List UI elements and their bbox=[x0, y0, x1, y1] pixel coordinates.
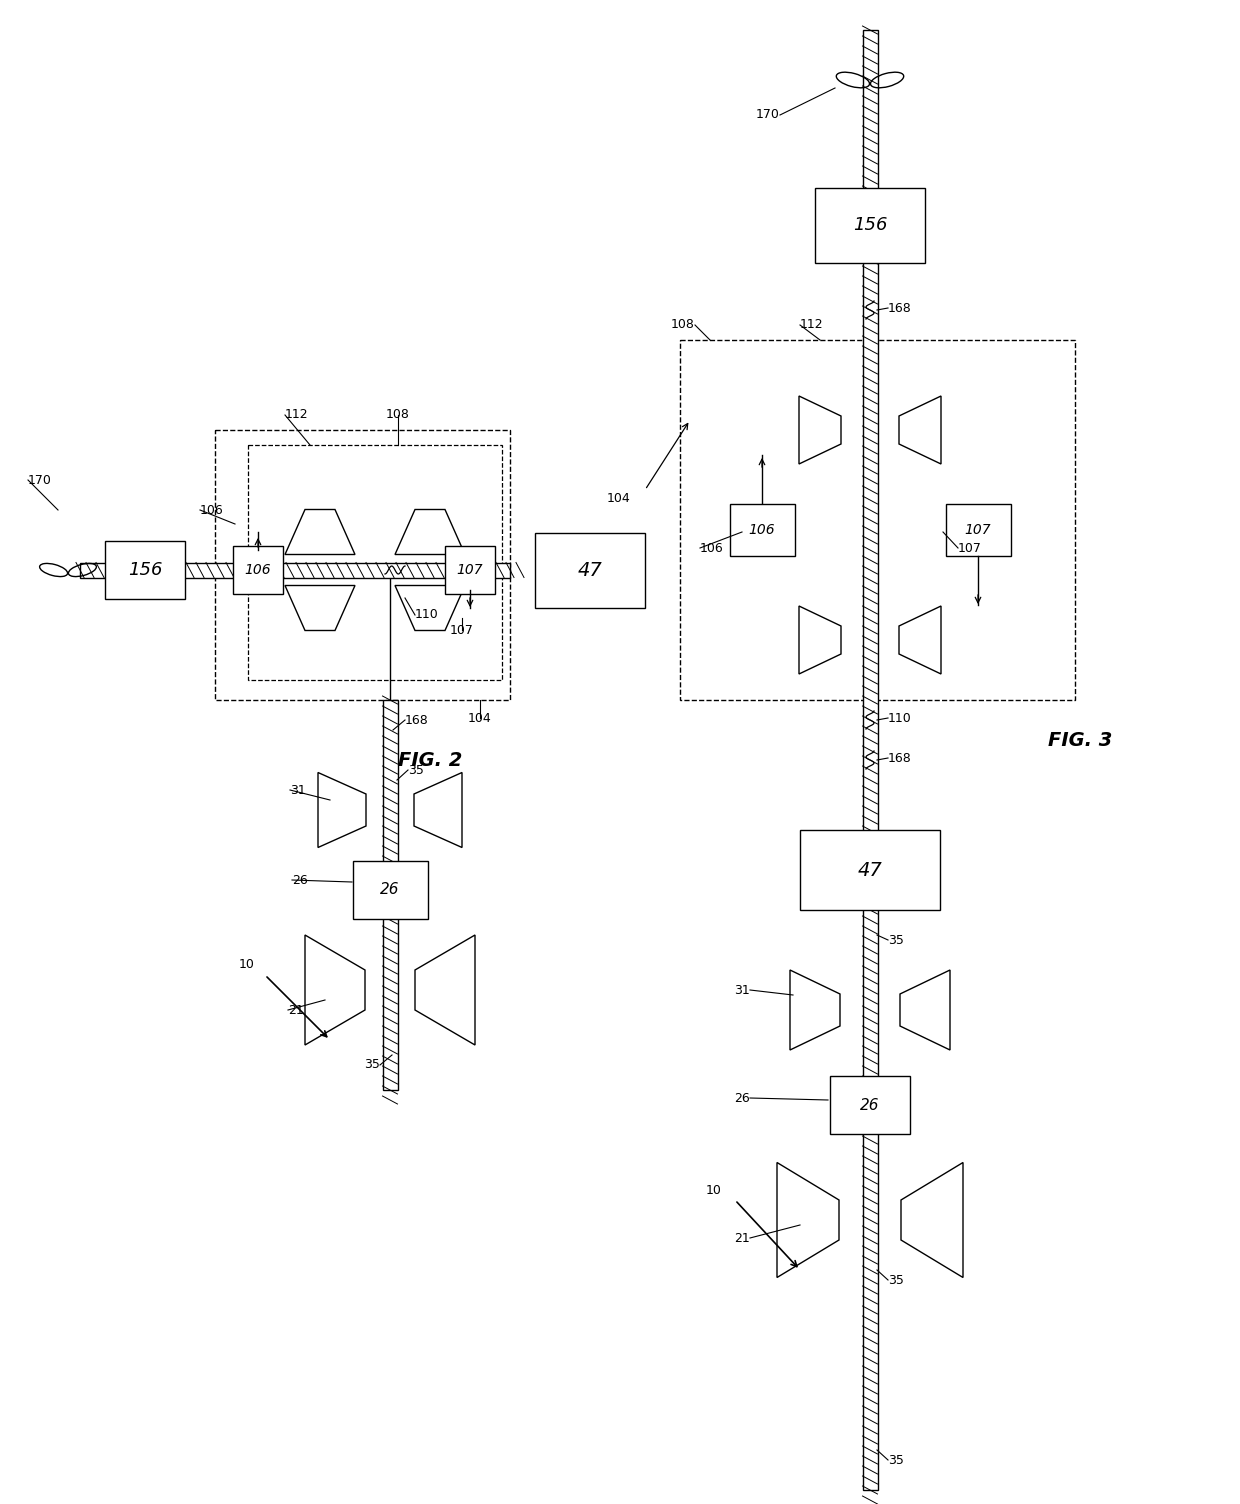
Bar bbox=[215, 430, 510, 699]
Polygon shape bbox=[901, 1163, 963, 1277]
Text: 108: 108 bbox=[386, 409, 410, 421]
Text: 35: 35 bbox=[408, 764, 424, 776]
Text: 106: 106 bbox=[749, 523, 775, 537]
Text: 104: 104 bbox=[469, 711, 492, 725]
Text: 106: 106 bbox=[200, 504, 223, 516]
Polygon shape bbox=[396, 585, 465, 630]
Text: 168: 168 bbox=[888, 752, 911, 764]
Text: 112: 112 bbox=[285, 409, 309, 421]
Text: 26: 26 bbox=[734, 1092, 750, 1104]
Text: 35: 35 bbox=[888, 934, 904, 946]
Text: 168: 168 bbox=[405, 713, 429, 726]
Polygon shape bbox=[799, 606, 841, 674]
Polygon shape bbox=[396, 510, 465, 555]
Text: 21: 21 bbox=[734, 1232, 750, 1244]
Text: 106: 106 bbox=[701, 541, 724, 555]
Polygon shape bbox=[305, 935, 365, 1045]
Polygon shape bbox=[415, 935, 475, 1045]
Text: 107: 107 bbox=[456, 562, 484, 578]
Text: 107: 107 bbox=[450, 624, 474, 636]
Bar bbox=[863, 30, 878, 1490]
Bar bbox=[382, 699, 398, 1090]
Text: 10: 10 bbox=[239, 958, 255, 972]
Bar bbox=[445, 546, 495, 594]
Text: 168: 168 bbox=[888, 301, 911, 314]
Text: 107: 107 bbox=[965, 523, 991, 537]
Bar bbox=[248, 445, 502, 680]
Bar bbox=[352, 860, 428, 919]
Polygon shape bbox=[799, 396, 841, 465]
Text: 21: 21 bbox=[288, 1003, 304, 1017]
Polygon shape bbox=[899, 606, 941, 674]
Text: 35: 35 bbox=[365, 1059, 379, 1071]
Text: 35: 35 bbox=[888, 1274, 904, 1286]
Text: 112: 112 bbox=[800, 319, 823, 331]
Text: 104: 104 bbox=[606, 492, 630, 504]
Text: 26: 26 bbox=[381, 883, 399, 898]
Bar bbox=[81, 562, 510, 578]
Text: 106: 106 bbox=[244, 562, 272, 578]
Text: 26: 26 bbox=[861, 1098, 879, 1113]
Text: 31: 31 bbox=[734, 984, 750, 997]
Text: 108: 108 bbox=[671, 319, 694, 331]
Text: 47: 47 bbox=[858, 860, 883, 880]
Bar bbox=[105, 541, 185, 599]
Text: 156: 156 bbox=[128, 561, 162, 579]
Text: 110: 110 bbox=[415, 609, 439, 621]
Bar bbox=[945, 504, 1011, 556]
Text: 170: 170 bbox=[29, 474, 52, 486]
Text: 35: 35 bbox=[888, 1453, 904, 1466]
Text: 107: 107 bbox=[959, 541, 982, 555]
Text: 110: 110 bbox=[888, 711, 911, 725]
Polygon shape bbox=[285, 510, 355, 555]
Bar bbox=[233, 546, 283, 594]
Text: 47: 47 bbox=[578, 561, 603, 579]
Text: 10: 10 bbox=[706, 1184, 722, 1197]
Text: FIG. 3: FIG. 3 bbox=[1048, 731, 1112, 749]
Text: 26: 26 bbox=[291, 874, 308, 886]
Polygon shape bbox=[899, 396, 941, 465]
Polygon shape bbox=[317, 773, 366, 847]
Polygon shape bbox=[414, 773, 463, 847]
Polygon shape bbox=[900, 970, 950, 1050]
Polygon shape bbox=[285, 585, 355, 630]
Text: 156: 156 bbox=[853, 217, 888, 235]
Text: 170: 170 bbox=[756, 108, 780, 122]
Bar bbox=[534, 532, 645, 608]
Bar bbox=[729, 504, 795, 556]
Bar bbox=[815, 188, 925, 263]
Text: FIG. 2: FIG. 2 bbox=[398, 750, 463, 770]
Bar bbox=[800, 830, 940, 910]
Bar bbox=[680, 340, 1075, 699]
Polygon shape bbox=[777, 1163, 839, 1277]
Text: 31: 31 bbox=[290, 784, 306, 797]
Bar bbox=[830, 1075, 910, 1134]
Polygon shape bbox=[790, 970, 839, 1050]
